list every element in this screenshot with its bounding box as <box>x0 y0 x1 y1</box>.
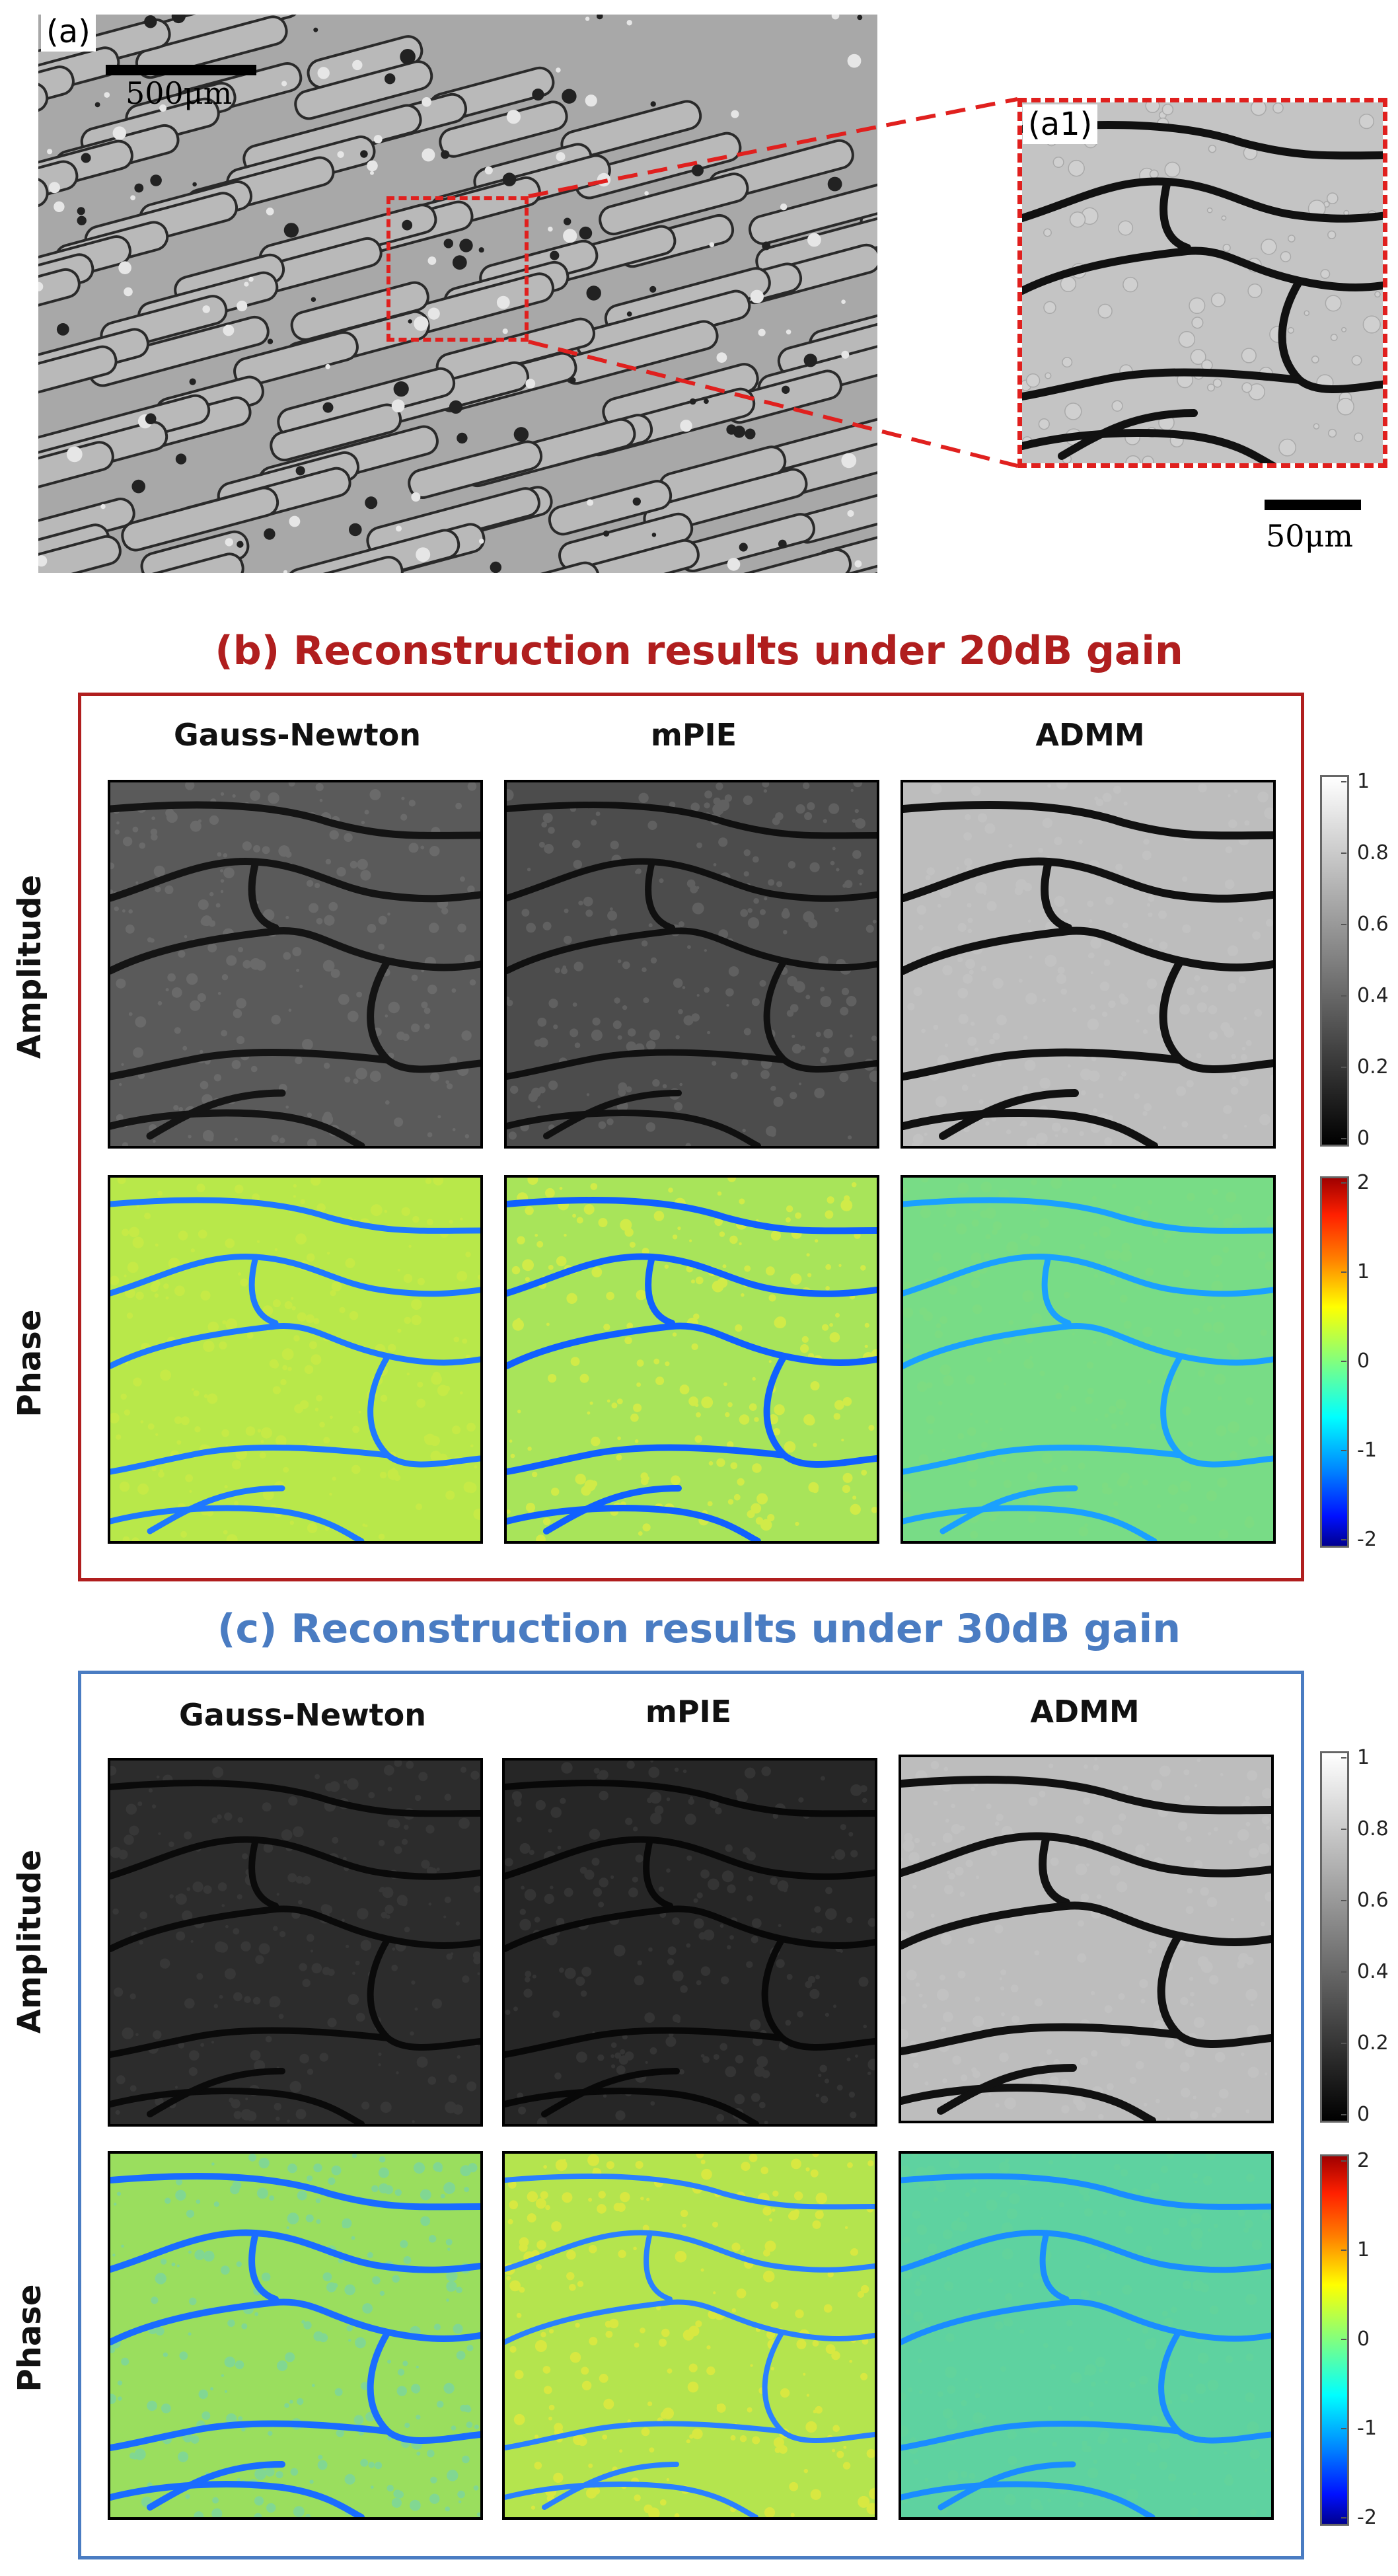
col-head-b-gauss-newton: Gauss-Newton <box>112 717 482 753</box>
c-amplitude-colorbar-tick-mark <box>1341 1971 1346 1973</box>
c-amplitude-admm <box>899 1755 1274 2123</box>
b-amplitude-admm <box>901 780 1276 1149</box>
b-phase-colorbar-tick-mark <box>1341 1450 1346 1451</box>
b-phase-colorbar <box>1320 1176 1349 1548</box>
c-amplitude-colorbar-tick-label: 0.2 <box>1357 2031 1389 2055</box>
col-head-c-admm: ADMM <box>900 1694 1270 1729</box>
panel-a1-label: (a1) <box>1023 104 1097 144</box>
b-amplitude-colorbar-tick-mark <box>1341 995 1346 997</box>
b-amplitude-colorbar-tick-mark <box>1341 781 1346 782</box>
c-amplitude-colorbar <box>1320 1751 1349 2123</box>
col-head-c-mpie: mPIE <box>503 1694 873 1729</box>
c-amplitude-colorbar-tick-mark <box>1341 2043 1346 2044</box>
b-amplitude-colorbar-tick-label: 0.2 <box>1357 1055 1389 1079</box>
b-amplitude-mpie <box>504 780 879 1149</box>
b-phase-colorbar-tick-label: -1 <box>1357 1439 1377 1462</box>
c-phase-gauss-newton <box>108 2151 483 2520</box>
onion-cells-zoom <box>1022 102 1383 463</box>
c-amplitude-mpie <box>502 1758 877 2127</box>
c-phase-colorbar-tick-mark <box>1341 2517 1346 2519</box>
c-phase-colorbar-tick-label: -2 <box>1357 2506 1377 2529</box>
scalebar-a1-text: 50μm <box>1266 518 1353 554</box>
c-phase-mpie <box>502 2151 877 2520</box>
b-phase-colorbar-tick-mark <box>1341 1182 1346 1184</box>
b-phase-colorbar-tick-mark <box>1341 1361 1346 1362</box>
b-amplitude-colorbar-tick-label: 0.6 <box>1357 913 1389 936</box>
c-amplitude-gauss-newton <box>108 1758 483 2127</box>
b-amplitude-colorbar-tick-label: 0.4 <box>1357 984 1389 1007</box>
c-phase-colorbar <box>1320 2154 1349 2526</box>
c-amplitude-colorbar-tick-mark <box>1341 1900 1346 1901</box>
b-phase-admm <box>901 1175 1276 1544</box>
b-amplitude-colorbar-tick-mark <box>1341 1067 1346 1068</box>
col-head-b-admm: ADMM <box>905 717 1275 753</box>
section-c-title: (c) Reconstruction results under 30dB ga… <box>0 1606 1398 1652</box>
c-phase-colorbar-tick-mark <box>1341 2428 1346 2429</box>
b-phase-gauss-newton <box>108 1175 483 1544</box>
scalebar-a1 <box>1265 500 1361 510</box>
row-label-c-phase: Phase <box>11 2206 48 2470</box>
c-amplitude-colorbar-tick-label: 1 <box>1357 1746 1370 1769</box>
b-phase-colorbar-tick-mark <box>1341 1271 1346 1273</box>
col-head-b-mpie: mPIE <box>509 717 879 753</box>
b-amplitude-colorbar-tick-label: 0.8 <box>1357 841 1389 864</box>
c-amplitude-colorbar-tick-mark <box>1341 2114 1346 2115</box>
b-phase-colorbar-tick-label: 1 <box>1357 1260 1370 1283</box>
b-phase-colorbar-tick-label: 0 <box>1357 1349 1370 1373</box>
b-phase-colorbar-tick-mark <box>1341 1539 1346 1540</box>
c-phase-colorbar-tick-label: 2 <box>1357 2149 1370 2172</box>
b-phase-colorbar-tick-label: 2 <box>1357 1171 1370 1194</box>
c-amplitude-colorbar-tick-label: 0.8 <box>1357 1817 1389 1840</box>
col-head-c-gauss-newton: Gauss-Newton <box>118 1697 488 1733</box>
b-amplitude-colorbar <box>1320 775 1349 1147</box>
c-amplitude-colorbar-tick-mark <box>1341 1829 1346 1830</box>
c-phase-colorbar-tick-label: 0 <box>1357 2328 1370 2351</box>
b-amplitude-colorbar-tick-mark <box>1341 852 1346 854</box>
b-amplitude-colorbar-tick-label: 1 <box>1357 770 1370 793</box>
c-phase-colorbar-tick-mark <box>1341 2339 1346 2340</box>
c-phase-colorbar-tick-label: 1 <box>1357 2238 1370 2261</box>
c-amplitude-colorbar-tick-mark <box>1341 1757 1346 1759</box>
b-amplitude-colorbar-tick-label: 0 <box>1357 1127 1370 1150</box>
inset-image <box>1017 98 1387 468</box>
c-amplitude-colorbar-tick-label: 0.6 <box>1357 1889 1389 1912</box>
c-amplitude-colorbar-tick-label: 0.4 <box>1357 1960 1389 1983</box>
c-phase-colorbar-tick-mark <box>1341 2160 1346 2162</box>
section-b-title: (b) Reconstruction results under 20dB ga… <box>0 628 1398 674</box>
b-amplitude-colorbar-tick-mark <box>1341 924 1346 925</box>
c-phase-admm <box>899 2151 1274 2520</box>
b-phase-mpie <box>504 1175 879 1544</box>
row-label-c-amplitude: Amplitude <box>11 1809 48 2074</box>
c-phase-colorbar-tick-label: -1 <box>1357 2417 1377 2440</box>
row-label-b-amplitude: Amplitude <box>11 835 48 1099</box>
c-amplitude-colorbar-tick-label: 0 <box>1357 2103 1370 2126</box>
row-label-b-phase: Phase <box>11 1231 48 1496</box>
b-phase-colorbar-tick-label: -2 <box>1357 1528 1377 1551</box>
c-phase-colorbar-tick-mark <box>1341 2250 1346 2251</box>
b-amplitude-gauss-newton <box>108 780 483 1149</box>
b-amplitude-colorbar-tick-mark <box>1341 1138 1346 1139</box>
